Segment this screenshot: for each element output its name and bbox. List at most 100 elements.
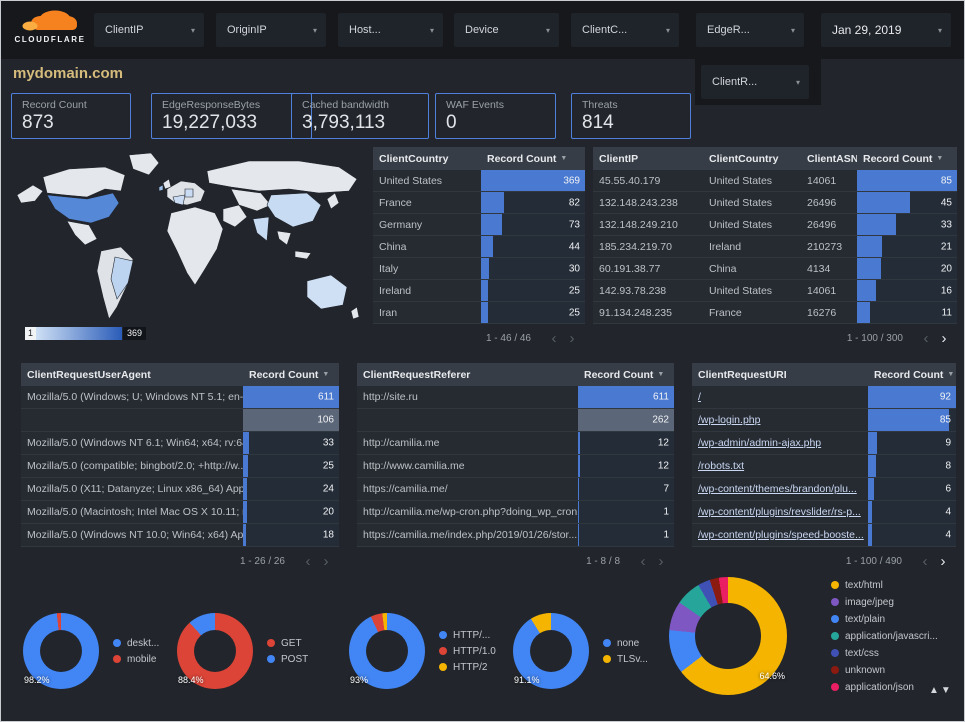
legend-item[interactable]: text/html bbox=[831, 580, 938, 591]
donut-chart[interactable] bbox=[349, 613, 425, 689]
legend-item[interactable]: unknown bbox=[831, 665, 938, 676]
table-row[interactable]: Mozilla/5.0 (Windows NT 6.1; Win64; x64;… bbox=[21, 432, 339, 455]
table-row[interactable]: Ireland 25 bbox=[373, 280, 585, 302]
legend-item[interactable]: HTTP/1.0 bbox=[439, 646, 496, 657]
table-row[interactable]: United States 369 bbox=[373, 170, 585, 192]
chevron-down-icon: ▾ bbox=[790, 25, 795, 35]
table-row[interactable]: http://www.camilia.me 12 bbox=[357, 455, 674, 478]
world-map-chart[interactable] bbox=[9, 147, 365, 329]
filter-device[interactable]: Device ▾ bbox=[454, 13, 559, 47]
table-row[interactable]: /robots.txt 8 bbox=[692, 455, 956, 478]
column-header-record-count[interactable]: Record Count ▼ bbox=[863, 152, 944, 165]
table-row[interactable]: http://site.ru 611 bbox=[357, 386, 674, 409]
legend-item[interactable]: POST bbox=[267, 654, 308, 665]
uri-link[interactable]: /wp-content/plugins/revslider/rs-p... bbox=[698, 506, 861, 518]
legend-item[interactable]: application/json bbox=[831, 682, 938, 693]
column-header-clientcountry[interactable]: ClientCountry bbox=[709, 152, 779, 165]
legend-item[interactable]: text/plain bbox=[831, 614, 938, 625]
column-header-clientrequestuseragent[interactable]: ClientRequestUserAgent bbox=[27, 368, 151, 381]
table-row[interactable]: https://camilia.me/7 bbox=[357, 478, 674, 501]
table-row[interactable]: http://camilia.me/wp-cron.php?doing_wp_c… bbox=[357, 501, 674, 524]
table-row[interactable]: Germany 73 bbox=[373, 214, 585, 236]
chevron-right-icon[interactable]: › bbox=[941, 329, 947, 347]
table-row[interactable]: 132.148.249.210 United States 26496 33 bbox=[593, 214, 957, 236]
legend-item[interactable]: image/jpeg bbox=[831, 597, 938, 608]
chevron-left-icon[interactable]: ‹ bbox=[922, 552, 928, 570]
table-row[interactable]: Mozilla/5.0 (compatible; bingbot/2.0; +h… bbox=[21, 455, 339, 478]
record-count-bar-cell: 24 bbox=[243, 478, 339, 500]
filter-originip[interactable]: OriginIP ▾ bbox=[216, 13, 326, 47]
uri-link[interactable]: /robots.txt bbox=[698, 460, 745, 472]
table-row[interactable]: /wp-content/themes/brandon/plu... 6 bbox=[692, 478, 956, 501]
legend-item[interactable]: mobile bbox=[113, 654, 159, 665]
chevron-right-icon[interactable]: › bbox=[940, 552, 946, 570]
legend-item[interactable]: none bbox=[603, 638, 648, 649]
table-row[interactable]: /wp-login.php 85 bbox=[692, 409, 956, 432]
column-header-clientrequesturi[interactable]: ClientRequestURI bbox=[698, 368, 787, 381]
column-header-record-count[interactable]: Record Count ▼ bbox=[874, 368, 955, 381]
table-row[interactable]: 91.134.248.235 France 16276 11 bbox=[593, 302, 957, 324]
legend-item[interactable]: text/css bbox=[831, 648, 938, 659]
table-row[interactable]: 60.191.38.77 China 4134 20 bbox=[593, 258, 957, 280]
table-row[interactable]: https://camilia.me/index.php/2019/01/26/… bbox=[357, 524, 674, 547]
uri-link[interactable]: /wp-content/themes/brandon/plu... bbox=[698, 483, 857, 495]
donut-chart[interactable] bbox=[669, 577, 787, 695]
table-row[interactable]: Mozilla/5.0 (Macintosh; Intel Mac OS X 1… bbox=[21, 501, 339, 524]
legend-item[interactable]: deskt... bbox=[113, 638, 159, 649]
table-row[interactable]: 45.55.40.179 United States 14061 85 bbox=[593, 170, 957, 192]
record-count-bar-cell: 85 bbox=[868, 409, 956, 431]
table-row[interactable]: Mozilla/5.0 (X11; Datanyze; Linux x86_64… bbox=[21, 478, 339, 501]
chevron-left-icon[interactable]: ‹ bbox=[551, 329, 557, 347]
table-row[interactable]: Iran 25 bbox=[373, 302, 585, 324]
donut-chart[interactable] bbox=[23, 613, 99, 689]
legend-item[interactable]: HTTP/2 bbox=[439, 662, 496, 673]
donut-chart[interactable] bbox=[513, 613, 589, 689]
table-row[interactable]: China 44 bbox=[373, 236, 585, 258]
column-header-record-count[interactable]: Record Count ▼ bbox=[584, 368, 665, 381]
chevron-right-icon[interactable]: › bbox=[323, 552, 329, 570]
table-row[interactable]: /wp-content/plugins/speed-booste... 4 bbox=[692, 524, 956, 547]
column-header-clientip[interactable]: ClientIP bbox=[599, 152, 639, 165]
table-row[interactable]: Italy 30 bbox=[373, 258, 585, 280]
legend-item[interactable]: application/javascri... bbox=[831, 631, 938, 642]
filter-clientrequest[interactable]: ClientR... ▾ bbox=[701, 65, 809, 99]
chevron-left-icon[interactable]: ‹ bbox=[640, 552, 646, 570]
chevron-left-icon[interactable]: ‹ bbox=[923, 329, 929, 347]
column-header-clientasn[interactable]: ClientASN bbox=[807, 152, 857, 165]
table-row[interactable]: 132.148.243.238 United States 26496 45 bbox=[593, 192, 957, 214]
table-cell: United States bbox=[709, 284, 773, 297]
chevron-right-icon[interactable]: › bbox=[569, 329, 575, 347]
filter-edgeresponse[interactable]: EdgeR... ▾ bbox=[696, 13, 804, 47]
table-row[interactable]: 185.234.219.70 Ireland 210273 21 bbox=[593, 236, 957, 258]
table-row[interactable]: Mozilla/5.0 (Windows; U; Windows NT 5.1;… bbox=[21, 386, 339, 409]
filter-host[interactable]: Host... ▾ bbox=[338, 13, 443, 47]
column-header-clientrequestreferer[interactable]: ClientRequestReferer bbox=[363, 368, 471, 381]
uri-link[interactable]: / bbox=[698, 391, 701, 403]
legend-item[interactable]: HTTP/... bbox=[439, 630, 496, 641]
column-header-clientcountry[interactable]: ClientCountry bbox=[379, 152, 449, 165]
column-header-record-count[interactable]: Record Count ▼ bbox=[249, 368, 330, 381]
table-row[interactable]: 106 bbox=[21, 409, 339, 432]
table-row[interactable]: /wp-admin/admin-ajax.php 9 bbox=[692, 432, 956, 455]
uri-link[interactable]: /wp-admin/admin-ajax.php bbox=[698, 437, 822, 449]
legend-item[interactable]: GET bbox=[267, 638, 308, 649]
table-row[interactable]: /wp-content/plugins/revslider/rs-p... 4 bbox=[692, 501, 956, 524]
filter-clientip[interactable]: ClientIP ▾ bbox=[94, 13, 204, 47]
table-row[interactable]: France 82 bbox=[373, 192, 585, 214]
uri-link[interactable]: /wp-content/plugins/speed-booste... bbox=[698, 529, 864, 541]
legend-scroll-arrows[interactable]: ▲▼ bbox=[929, 685, 953, 696]
table-row[interactable]: http://camilia.me 12 bbox=[357, 432, 674, 455]
table-row[interactable]: 142.93.78.238 United States 14061 16 bbox=[593, 280, 957, 302]
date-range-picker[interactable]: Jan 29, 2019 ▾ bbox=[821, 13, 951, 47]
uri-link[interactable]: /wp-login.php bbox=[698, 414, 761, 426]
chevron-right-icon[interactable]: › bbox=[658, 552, 664, 570]
table-row[interactable]: Mozilla/5.0 (Windows NT 10.0; Win64; x64… bbox=[21, 524, 339, 547]
donut-chart[interactable] bbox=[177, 613, 253, 689]
record-count-value: 25 bbox=[568, 307, 580, 318]
chevron-left-icon[interactable]: ‹ bbox=[305, 552, 311, 570]
table-row[interactable]: / 92 bbox=[692, 386, 956, 409]
column-header-record-count[interactable]: Record Count ▼ bbox=[487, 152, 568, 165]
table-row[interactable]: 262 bbox=[357, 409, 674, 432]
filter-clientcountry[interactable]: ClientC... ▾ bbox=[571, 13, 679, 47]
legend-item[interactable]: TLSv... bbox=[603, 654, 648, 665]
